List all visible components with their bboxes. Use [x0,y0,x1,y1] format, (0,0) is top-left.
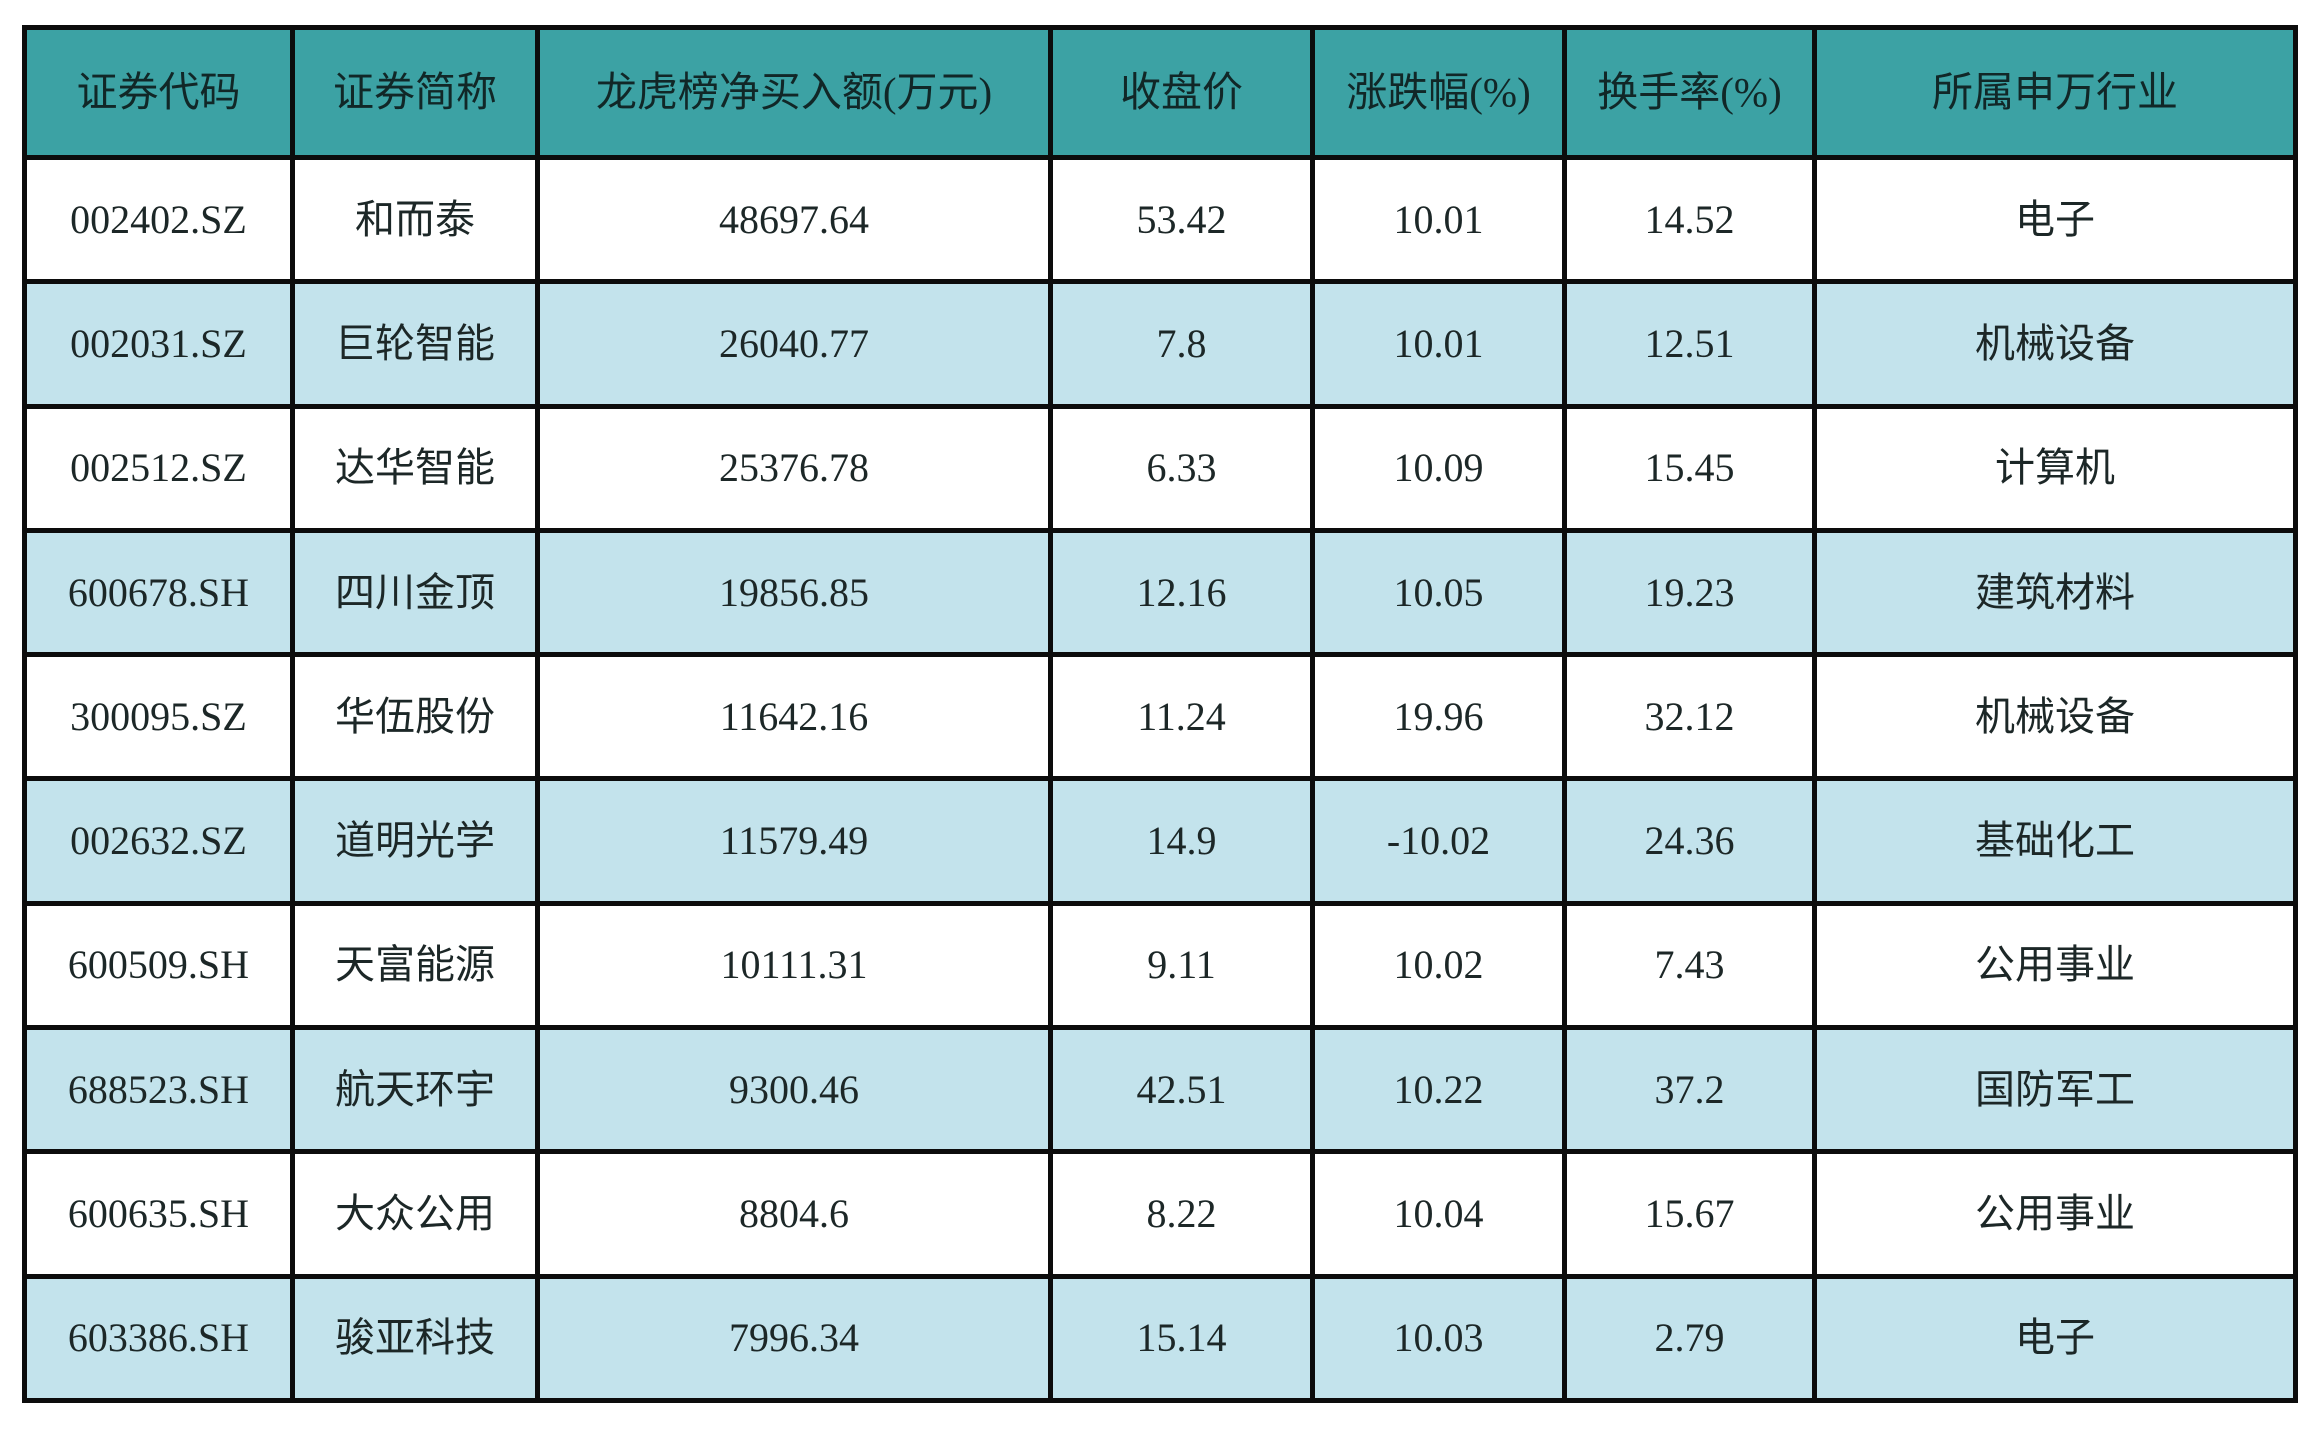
table-cell: 和而泰 [290,154,540,285]
table-cell: 19.23 [1562,527,1817,658]
table-cell: 建筑材料 [1812,527,2298,658]
column-header-close-price: 收盘价 [1048,25,1315,160]
table-cell: 53.42 [1048,154,1315,285]
table-cell: 10.04 [1310,1149,1567,1279]
table-cell: 7.43 [1562,900,1817,1031]
table-row: 600635.SH 大众公用 8804.6 8.22 10.04 15.67 公用事业 [22,1149,2298,1279]
table-row: 300095.SZ 华伍股份 11642.16 11.24 19.96 32.12 机械设备 [22,652,2298,782]
table-row: 002632.SZ 道明光学 11579.49 14.9 -10.02 24.36 基础化工 [22,776,2298,906]
column-header-net-buy-amount: 龙虎榜净买入额(万元) [535,25,1053,160]
table-cell: 10.02 [1310,900,1567,1031]
table-header: 证券代码 证券简称 龙虎榜净买入额(万元) 收盘价 涨跌幅(%) 换手率(%) … [22,25,2298,160]
table-cell: 25376.78 [535,403,1053,533]
table-cell: 华伍股份 [290,652,540,782]
table-cell: 9300.46 [535,1025,1053,1155]
table-cell: 11642.16 [535,652,1053,782]
table-cell: 10111.31 [535,900,1053,1031]
table-cell: 天富能源 [290,900,540,1031]
table-cell: 2.79 [1562,1273,1817,1404]
table-cell: 计算机 [1812,403,2298,533]
table-row: 600678.SH 四川金顶 19856.85 12.16 10.05 19.23 建筑材料 [22,527,2298,658]
table-cell: 10.01 [1310,154,1567,285]
table-cell: 9.11 [1048,900,1315,1031]
table-cell: 机械设备 [1812,279,2298,409]
table-cell: 14.9 [1048,776,1315,906]
table-cell: 电子 [1812,1273,2298,1404]
table-cell: 6.33 [1048,403,1315,533]
table-cell: 688523.SH [22,1025,295,1155]
table-cell: 002632.SZ [22,776,295,906]
table-row: 002512.SZ 达华智能 25376.78 6.33 10.09 15.45 计算机 [22,403,2298,533]
table-cell: 7.8 [1048,279,1315,409]
table-row: 688523.SH 航天环宇 9300.46 42.51 10.22 37.2 国防军工 [22,1025,2298,1155]
table-cell: 42.51 [1048,1025,1315,1155]
table-cell: 12.16 [1048,527,1315,658]
table-cell: 四川金顶 [290,527,540,658]
table-cell: 8.22 [1048,1149,1315,1279]
table-cell: 300095.SZ [22,652,295,782]
table-cell: 10.03 [1310,1273,1567,1404]
table-cell: 37.2 [1562,1025,1817,1155]
table-cell: 10.22 [1310,1025,1567,1155]
table-cell: 巨轮智能 [290,279,540,409]
header-row: 证券代码 证券简称 龙虎榜净买入额(万元) 收盘价 涨跌幅(%) 换手率(%) … [22,25,2298,160]
table-cell: 24.36 [1562,776,1817,906]
table-cell: 14.52 [1562,154,1817,285]
table-cell: 11.24 [1048,652,1315,782]
table-cell: 002031.SZ [22,279,295,409]
table-cell: 603386.SH [22,1273,295,1404]
column-header-sw-industry: 所属申万行业 [1812,25,2298,160]
table-cell: 公用事业 [1812,1149,2298,1279]
column-header-security-code: 证券代码 [22,25,295,160]
column-header-turnover-rate: 换手率(%) [1562,25,1817,160]
table-cell: 达华智能 [290,403,540,533]
column-header-change-percent: 涨跌幅(%) [1310,25,1567,160]
table-cell: 19.96 [1310,652,1567,782]
column-header-security-name: 证券简称 [290,25,540,160]
table-cell: 32.12 [1562,652,1817,782]
table-cell: 15.67 [1562,1149,1817,1279]
table-body: 002402.SZ 和而泰 48697.64 53.42 10.01 14.52 电子 002… [22,154,2298,1404]
table-cell: 10.05 [1310,527,1567,658]
table-cell: 骏亚科技 [290,1273,540,1404]
table-cell: 8804.6 [535,1149,1053,1279]
table-cell: 电子 [1812,154,2298,285]
table-cell: 002402.SZ [22,154,295,285]
table-cell: 机械设备 [1812,652,2298,782]
table-cell: 10.09 [1310,403,1567,533]
table-cell: 航天环宇 [290,1025,540,1155]
table-cell: 19856.85 [535,527,1053,658]
table-cell: 48697.64 [535,154,1053,285]
table-cell: 公用事业 [1812,900,2298,1031]
table-cell: 7996.34 [535,1273,1053,1404]
table-cell: 600509.SH [22,900,295,1031]
table-cell: 国防军工 [1812,1025,2298,1155]
table-row: 600509.SH 天富能源 10111.31 9.11 10.02 7.43 公用事业 [22,900,2298,1031]
table-cell: 26040.77 [535,279,1053,409]
table-cell: 11579.49 [535,776,1053,906]
table-cell: 基础化工 [1812,776,2298,906]
table-cell: 15.45 [1562,403,1817,533]
table-cell: 15.14 [1048,1273,1315,1404]
stock-table-container: 证券代码 证券简称 龙虎榜净买入额(万元) 收盘价 涨跌幅(%) 换手率(%) … [22,25,2298,1404]
table-row: 603386.SH 骏亚科技 7996.34 15.14 10.03 2.79 电子 [22,1273,2298,1404]
table-cell: 道明光学 [290,776,540,906]
table-cell: 600678.SH [22,527,295,658]
table-cell: 002512.SZ [22,403,295,533]
table-cell: 600635.SH [22,1149,295,1279]
table-row: 002402.SZ 和而泰 48697.64 53.42 10.01 14.52 电子 [22,154,2298,285]
table-cell: 大众公用 [290,1149,540,1279]
table-cell: 12.51 [1562,279,1817,409]
table-cell: -10.02 [1310,776,1567,906]
table-row: 002031.SZ 巨轮智能 26040.77 7.8 10.01 12.51 机械设备 [22,279,2298,409]
table-cell: 10.01 [1310,279,1567,409]
stock-table: 证券代码 证券简称 龙虎榜净买入额(万元) 收盘价 涨跌幅(%) 换手率(%) … [22,25,2298,1404]
